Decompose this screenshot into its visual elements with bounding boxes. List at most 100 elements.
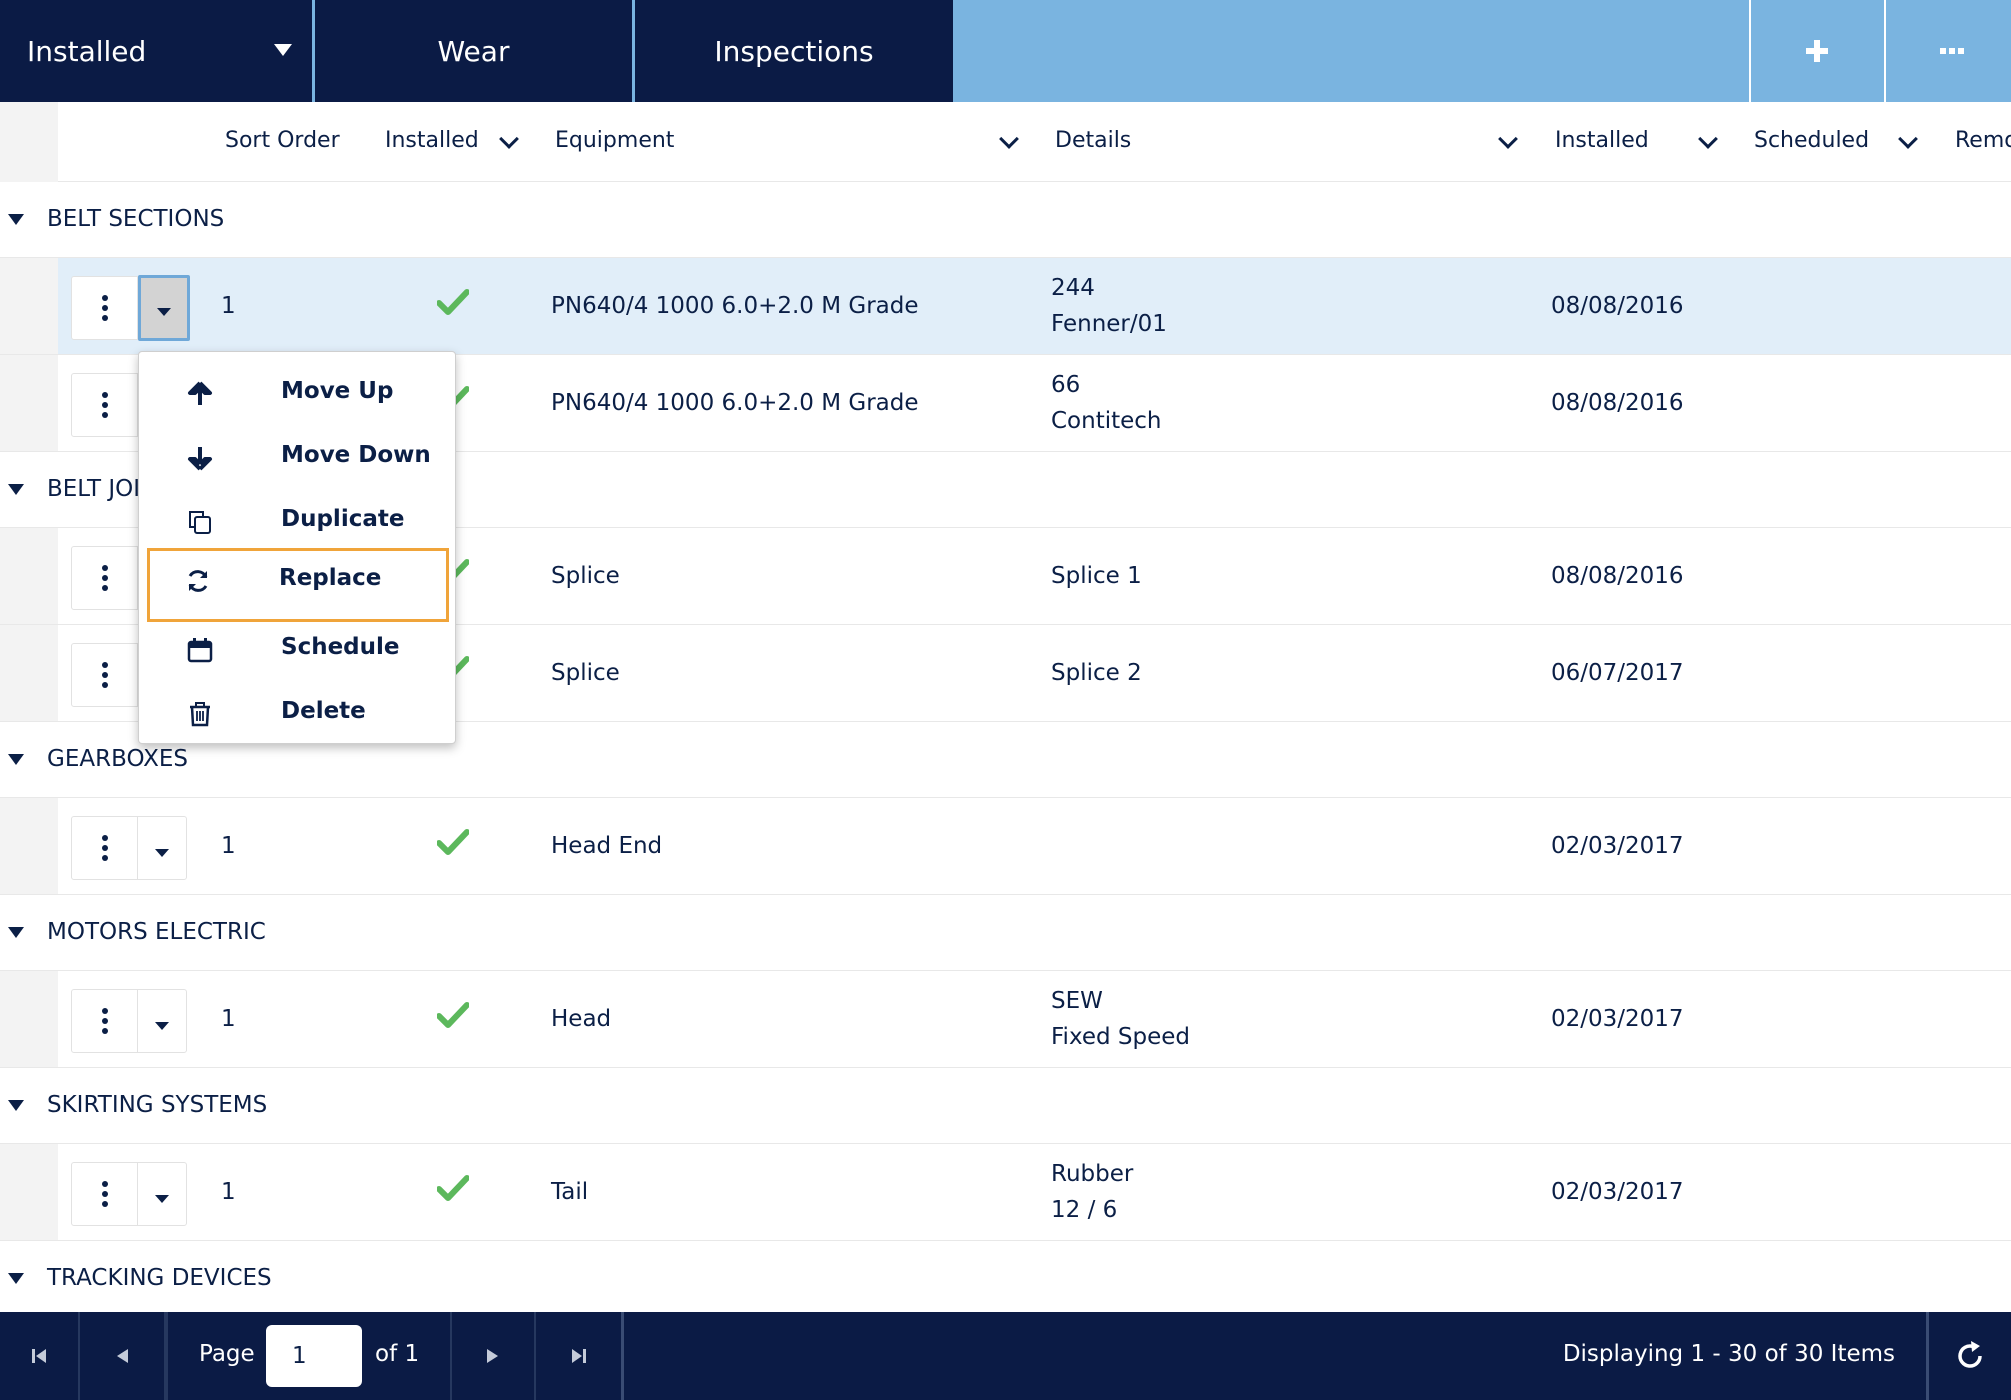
checkmark-icon <box>437 289 469 315</box>
column-header-installed-date[interactable]: Installed <box>1555 128 1649 153</box>
first-page-button[interactable] <box>0 1312 80 1400</box>
chevron-down-icon[interactable] <box>1498 129 1518 149</box>
table-row[interactable]: 1 Tail Rubber 12 / 6 02/03/2017 <box>0 1144 2011 1241</box>
page-count-label: of 1 <box>375 1341 420 1367</box>
column-header-installed-flag[interactable]: Installed <box>385 128 479 153</box>
more-options-button[interactable] <box>1884 0 2011 102</box>
equipment-cell: PN640/4 1000 6.0+2.0 M Grade <box>551 293 919 319</box>
menu-item-schedule[interactable]: Schedule <box>149 617 447 681</box>
installed-date-cell: 06/07/2017 <box>1551 660 1684 686</box>
column-header-sort-order[interactable]: Sort Order <box>225 128 340 153</box>
caret-down-icon <box>155 1195 169 1203</box>
row-gutter <box>0 355 58 451</box>
menu-item-label: Move Down <box>281 442 431 468</box>
group-label: GEARBOXES <box>47 746 188 772</box>
caret-down-icon[interactable] <box>8 754 24 765</box>
page-label: Page <box>199 1341 255 1367</box>
caret-down-icon[interactable] <box>8 927 24 938</box>
caret-down-icon[interactable] <box>8 214 24 225</box>
menu-item-move-down[interactable]: Move Down <box>149 425 447 489</box>
equipment-cell: Splice <box>551 563 620 589</box>
last-page-button[interactable] <box>536 1312 624 1400</box>
equipment-cell: Tail <box>551 1179 589 1205</box>
installed-date-cell: 08/08/2016 <box>1551 293 1684 319</box>
checkmark-icon <box>437 1002 469 1028</box>
kebab-menu-icon[interactable] <box>72 1163 138 1225</box>
first-page-icon <box>32 1349 46 1363</box>
group-header-motors-electric[interactable]: MOTORS ELECTRIC <box>0 895 2011 971</box>
caret-down-icon[interactable] <box>8 1100 24 1111</box>
add-button[interactable] <box>1749 0 1882 102</box>
kebab-menu-icon[interactable] <box>72 547 138 609</box>
tab-inspections[interactable]: Inspections <box>635 0 953 102</box>
installed-date-cell: 02/03/2017 <box>1551 1006 1684 1032</box>
group-header-belt-sections[interactable]: BELT SECTIONS <box>0 182 2011 258</box>
table-row[interactable]: 1 PN640/4 1000 6.0+2.0 M Grade 244 Fenne… <box>0 258 2011 355</box>
menu-item-delete[interactable]: Delete <box>149 681 447 745</box>
row-dropdown-button[interactable] <box>138 1163 187 1225</box>
details-line-2: Fenner/01 <box>1051 311 1167 337</box>
kebab-menu-icon[interactable] <box>72 644 138 706</box>
row-action-group <box>71 275 190 341</box>
installed-date-cell: 08/08/2016 <box>1551 563 1684 589</box>
column-header-removed[interactable]: Remo <box>1955 128 2011 153</box>
tab-wear-label: Wear <box>437 34 510 68</box>
menu-item-replace[interactable]: Replace <box>147 548 449 622</box>
kebab-menu-icon[interactable] <box>72 817 138 879</box>
chevron-down-icon[interactable] <box>1698 129 1718 149</box>
row-gutter <box>0 798 58 894</box>
details-line-2: 12 / 6 <box>1051 1197 1118 1223</box>
details-line-1: Splice 1 <box>1051 563 1142 589</box>
kebab-menu-icon[interactable] <box>72 277 138 339</box>
items-count-text: Displaying 1 - 30 of 30 Items <box>1562 1341 1895 1367</box>
tab-wear[interactable]: Wear <box>315 0 632 102</box>
details-line-1: 66 <box>1051 372 1081 398</box>
previous-page-icon <box>117 1349 128 1363</box>
arrow-down-icon <box>188 447 212 471</box>
arrow-up-icon <box>188 381 212 405</box>
menu-item-duplicate[interactable]: Duplicate <box>149 489 447 553</box>
checkmark-icon <box>437 1175 469 1201</box>
caret-down-icon[interactable] <box>8 1273 24 1284</box>
caret-down-icon <box>155 1022 169 1030</box>
tab-installed[interactable]: Installed <box>0 0 312 102</box>
refresh-icon <box>188 570 208 592</box>
table-row[interactable]: 1 Head SEW Fixed Speed 02/03/2017 <box>0 971 2011 1068</box>
row-dropdown-button[interactable] <box>138 817 187 879</box>
column-header-scheduled[interactable]: Scheduled <box>1754 128 1870 153</box>
menu-item-label: Move Up <box>281 378 394 404</box>
installed-date-cell: 02/03/2017 <box>1551 833 1684 859</box>
group-header-skirting-systems[interactable]: SKIRTING SYSTEMS <box>0 1068 2011 1144</box>
row-gutter <box>0 1144 58 1240</box>
trash-icon <box>190 702 210 727</box>
equipment-cell: Head End <box>551 833 663 859</box>
column-header-details[interactable]: Details <box>1055 128 1132 153</box>
caret-down-icon[interactable] <box>8 484 24 495</box>
group-label: SKIRTING SYSTEMS <box>47 1092 268 1118</box>
row-dropdown-button[interactable] <box>138 275 190 341</box>
equipment-cell: Head <box>551 1006 612 1032</box>
column-header-row: Sort Order Installed Equipment Details I… <box>0 102 2011 182</box>
kebab-menu-icon[interactable] <box>72 990 138 1052</box>
row-dropdown-button[interactable] <box>138 990 187 1052</box>
kebab-menu-icon[interactable] <box>72 374 138 436</box>
column-header-equipment[interactable]: Equipment <box>555 128 675 153</box>
next-page-button[interactable] <box>452 1312 536 1400</box>
refresh-icon <box>1958 1341 1982 1368</box>
menu-item-label: Delete <box>281 698 366 724</box>
row-context-menu: Move Up Move Down Duplicate Replace Sche… <box>138 351 456 744</box>
calendar-icon <box>187 638 213 663</box>
menu-item-move-up[interactable]: Move Up <box>149 361 447 425</box>
previous-page-button[interactable] <box>80 1312 166 1400</box>
page-number-input[interactable] <box>266 1325 362 1387</box>
chevron-down-icon[interactable] <box>1898 129 1918 149</box>
checkmark-icon <box>437 829 469 855</box>
sort-order-cell: 1 <box>221 293 236 319</box>
table-row[interactable]: 1 Head End 02/03/2017 <box>0 798 2011 895</box>
refresh-button[interactable] <box>1926 1312 2011 1400</box>
chevron-down-icon[interactable] <box>999 129 1019 149</box>
chevron-down-icon[interactable] <box>499 129 519 149</box>
details-line-1: Splice 2 <box>1051 660 1142 686</box>
group-header-tracking-devices[interactable]: TRACKING DEVICES <box>0 1241 2011 1312</box>
menu-item-label: Replace <box>279 565 382 591</box>
